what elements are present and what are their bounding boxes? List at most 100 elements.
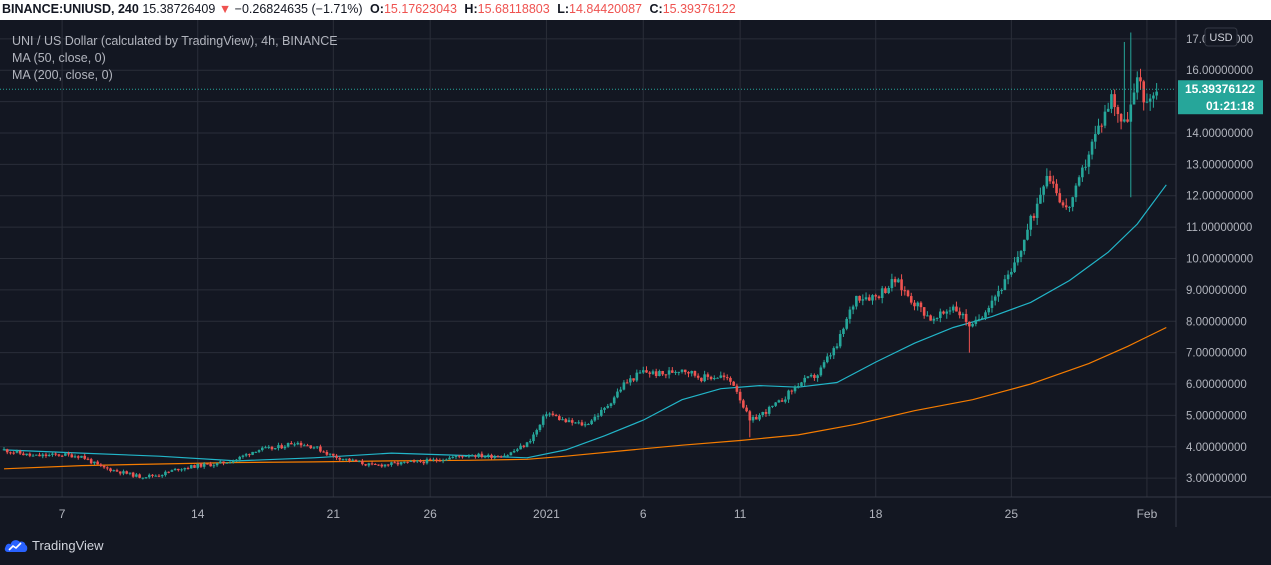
candle-body (980, 317, 984, 319)
candle (851, 304, 855, 315)
candle-body (367, 463, 371, 466)
candle-body (674, 371, 677, 373)
candle (1039, 187, 1042, 204)
candle-body (380, 464, 384, 467)
candle-body (719, 375, 723, 378)
candle (228, 461, 232, 464)
candle (322, 450, 325, 453)
candle (1006, 270, 1010, 285)
candle (935, 317, 939, 321)
ma200-legend[interactable]: MA (200, close, 0) (12, 68, 113, 82)
close-value: 15.39376122 (662, 2, 736, 16)
candle-body (344, 458, 348, 460)
candle (1019, 249, 1023, 263)
down-arrow-icon: ▼ (218, 2, 232, 16)
candle (803, 375, 807, 387)
candle-body (848, 309, 852, 319)
candle (189, 464, 193, 469)
candle-body (164, 471, 167, 476)
candle-body (1045, 175, 1049, 187)
candle (932, 316, 936, 324)
candle-body (177, 468, 180, 471)
candle-body (758, 415, 761, 420)
ma50-legend[interactable]: MA (50, close, 0) (12, 51, 106, 65)
candle (499, 455, 503, 458)
candle (1093, 125, 1097, 149)
candle (22, 451, 25, 456)
candle (348, 458, 351, 463)
candle (658, 369, 661, 377)
candle (832, 346, 836, 360)
candle-body (157, 475, 161, 477)
candle-body (102, 465, 106, 468)
candle-body (654, 371, 658, 377)
candle-body (709, 376, 713, 380)
candle (567, 417, 571, 423)
candle (448, 456, 451, 460)
candle-body (1010, 271, 1013, 275)
footer-bar (0, 527, 1271, 565)
candle-body (154, 475, 158, 477)
candle (926, 311, 929, 317)
candle (467, 454, 471, 459)
candle (1132, 83, 1136, 105)
candle (34, 454, 38, 456)
candle-body (38, 454, 41, 457)
candle-body (939, 311, 942, 318)
candle-body (784, 399, 787, 402)
candle-body (509, 452, 513, 456)
candle-body (31, 455, 35, 457)
candle-body (1132, 92, 1136, 105)
candle (212, 463, 216, 469)
candle-body (412, 460, 416, 462)
candle (177, 468, 180, 472)
candle-body (1139, 77, 1142, 82)
candle-body (583, 424, 587, 426)
candle (1016, 251, 1020, 266)
candle (829, 352, 832, 360)
candle (993, 294, 997, 306)
candle (522, 444, 526, 449)
candle (864, 292, 868, 301)
candle (160, 474, 164, 478)
candle (906, 289, 910, 298)
candle (1126, 112, 1129, 123)
candle (364, 463, 367, 467)
candle-body (771, 405, 774, 407)
candle-body (851, 306, 855, 310)
candle-body (296, 442, 300, 445)
currency-button[interactable]: USD (1204, 27, 1238, 47)
candle-body (532, 434, 535, 442)
candle (738, 389, 742, 404)
candle-body (112, 470, 116, 472)
time-tick-label: 18 (869, 507, 883, 521)
candle-body (351, 459, 354, 461)
candle (1064, 198, 1068, 210)
candle-body (122, 471, 125, 474)
candle (1084, 159, 1087, 171)
candle (2, 447, 6, 451)
candle (664, 374, 668, 379)
candle (893, 276, 897, 287)
candle (1139, 68, 1142, 90)
candle-body (748, 411, 752, 421)
candle-body (1152, 95, 1155, 99)
candle (12, 451, 15, 455)
candle (1022, 239, 1026, 255)
candle (280, 443, 283, 450)
candle-body (222, 461, 225, 464)
candle (135, 472, 138, 478)
price-chart[interactable]: 3.00000000 4.00000000 5.00000000 6.00000000… (0, 20, 1271, 527)
candle (1003, 274, 1007, 291)
tradingview-logo[interactable]: TradingView (4, 537, 104, 553)
candle (254, 451, 258, 454)
candle-body (1093, 134, 1097, 142)
candle-body (54, 453, 57, 455)
candle-body (800, 382, 803, 386)
candle (1077, 175, 1081, 187)
candle (758, 413, 761, 422)
candle (312, 446, 316, 450)
time-tick-label: 14 (191, 507, 205, 521)
candle (1103, 104, 1107, 129)
candle (1135, 71, 1139, 100)
